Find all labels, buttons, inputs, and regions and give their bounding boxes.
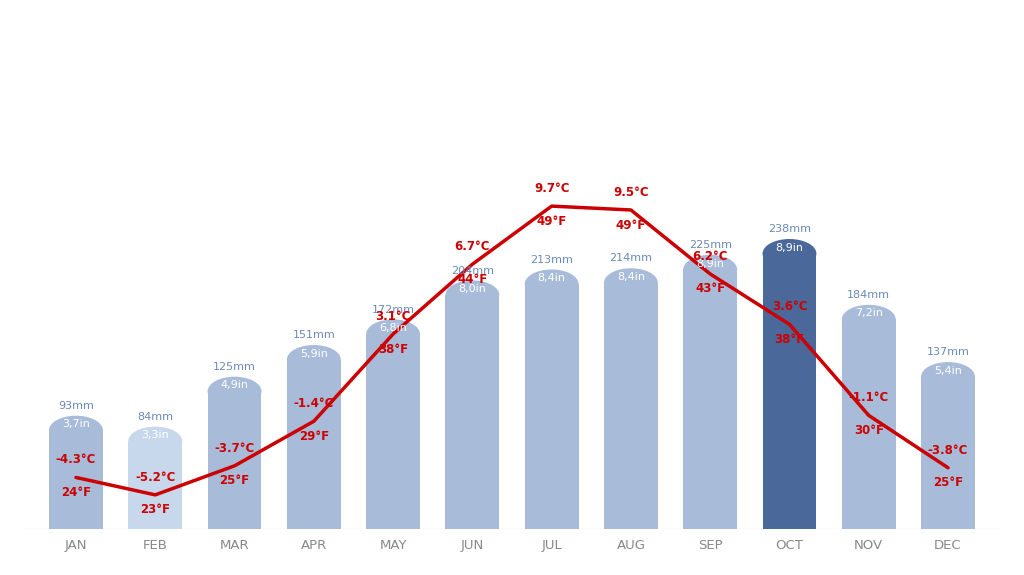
Text: -5.2°C: -5.2°C [135, 471, 175, 484]
Text: NOV: NOV [854, 539, 884, 552]
Text: 3.1°C: 3.1°C [376, 310, 411, 323]
Text: 8,4in: 8,4in [538, 273, 565, 283]
Text: 25°F: 25°F [219, 474, 250, 488]
Text: -4.3°C: -4.3°C [55, 454, 96, 466]
Text: 214mm: 214mm [609, 254, 652, 263]
Text: 7,2in: 7,2in [855, 308, 883, 319]
Text: 8,9in: 8,9in [775, 243, 804, 252]
Text: 93mm: 93mm [58, 401, 94, 411]
Bar [524, 284, 579, 529]
Text: 84mm: 84mm [137, 412, 173, 422]
Text: 24°F: 24°F [60, 486, 91, 499]
Text: 30°F: 30°F [854, 424, 884, 437]
Text: 225mm: 225mm [689, 240, 732, 250]
Text: 213mm: 213mm [530, 255, 573, 264]
Text: MAY: MAY [379, 539, 407, 552]
Text: 8,9in: 8,9in [696, 259, 724, 269]
Ellipse shape [524, 270, 579, 299]
Text: DEC: DEC [934, 539, 962, 552]
Text: 137mm: 137mm [927, 347, 970, 357]
Text: -3.7°C: -3.7°C [214, 442, 255, 455]
Text: AUG: AUG [616, 539, 645, 552]
Text: 25°F: 25°F [933, 476, 964, 489]
Ellipse shape [763, 239, 816, 269]
Ellipse shape [604, 269, 657, 297]
Bar [128, 441, 182, 529]
Ellipse shape [208, 377, 261, 406]
Ellipse shape [49, 416, 103, 445]
Text: 151mm: 151mm [293, 330, 335, 340]
Text: -1.1°C: -1.1°C [849, 392, 889, 404]
Text: 6.2°C: 6.2°C [692, 250, 728, 263]
Text: 44°F: 44°F [458, 273, 487, 286]
Text: 49°F: 49°F [537, 214, 566, 228]
Text: 3,3in: 3,3in [141, 430, 169, 440]
Bar [445, 295, 500, 529]
Text: JUL: JUL [542, 539, 562, 552]
Ellipse shape [287, 345, 341, 374]
Text: SEP: SEP [698, 539, 723, 552]
Bar [367, 334, 420, 529]
Text: 38°F: 38°F [378, 343, 409, 355]
Ellipse shape [445, 281, 500, 310]
Text: 9.5°C: 9.5°C [613, 186, 649, 199]
Text: 5,4in: 5,4in [934, 366, 962, 375]
Ellipse shape [367, 320, 420, 348]
Text: 125mm: 125mm [213, 362, 256, 372]
Text: APR: APR [301, 539, 327, 552]
Bar [208, 392, 261, 529]
Ellipse shape [921, 362, 975, 392]
Text: 184mm: 184mm [847, 290, 890, 300]
Text: JUN: JUN [461, 539, 484, 552]
Text: 29°F: 29°F [299, 430, 329, 443]
Text: MAR: MAR [220, 539, 249, 552]
Text: 4,9in: 4,9in [220, 380, 249, 390]
Ellipse shape [842, 305, 896, 334]
Text: 9.7°C: 9.7°C [534, 182, 569, 195]
Text: FEB: FEB [142, 539, 168, 552]
Ellipse shape [683, 255, 737, 284]
Text: 5,9in: 5,9in [300, 348, 328, 359]
Bar [683, 270, 737, 529]
Text: 6.7°C: 6.7°C [455, 240, 490, 253]
Text: JAN: JAN [65, 539, 87, 552]
Bar [921, 377, 975, 529]
Text: 172mm: 172mm [372, 305, 415, 315]
Text: 3,7in: 3,7in [62, 419, 90, 430]
Text: -1.4°C: -1.4°C [294, 397, 334, 411]
Bar [763, 254, 816, 529]
Text: 49°F: 49°F [615, 218, 646, 232]
Text: 6,8in: 6,8in [379, 323, 407, 333]
Text: 23°F: 23°F [140, 504, 170, 516]
Bar [287, 359, 341, 529]
Text: 8,0in: 8,0in [459, 284, 486, 294]
Ellipse shape [128, 427, 182, 456]
Text: -3.8°C: -3.8°C [928, 444, 969, 457]
Bar [604, 283, 657, 529]
Text: 43°F: 43°F [695, 282, 725, 296]
Bar [842, 320, 896, 529]
Text: 3.6°C: 3.6°C [772, 300, 807, 313]
Text: 8,4in: 8,4in [616, 272, 645, 282]
Text: 38°F: 38°F [774, 333, 805, 346]
Bar [49, 430, 103, 529]
Text: OCT: OCT [775, 539, 804, 552]
Text: 204mm: 204mm [451, 266, 494, 275]
Text: 238mm: 238mm [768, 224, 811, 234]
